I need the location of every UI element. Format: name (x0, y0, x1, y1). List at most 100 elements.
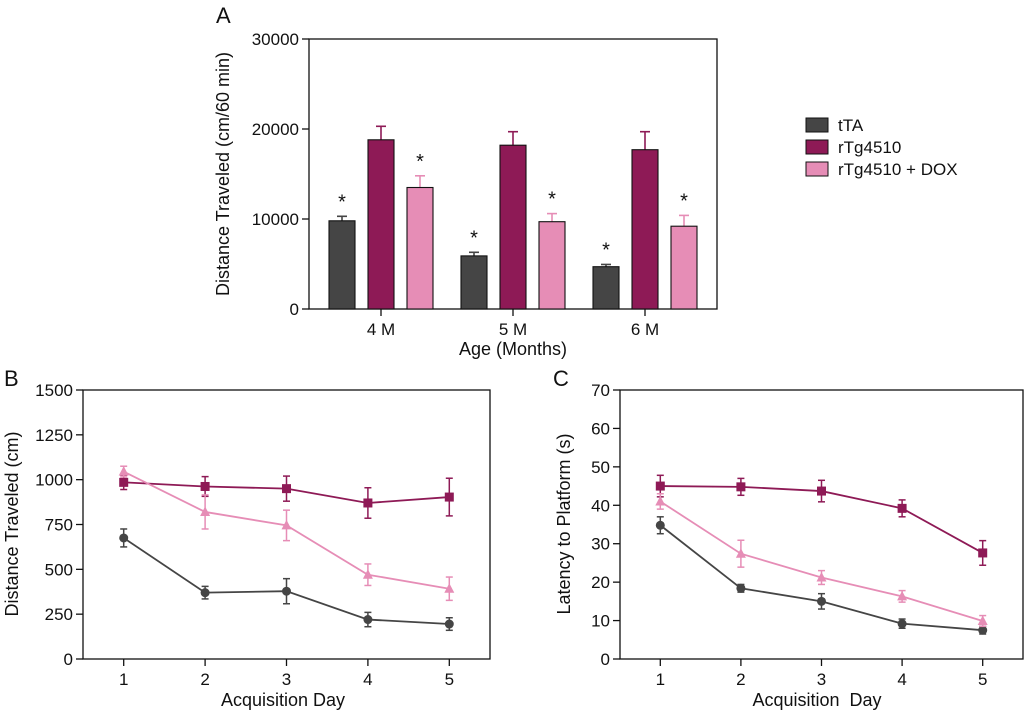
panel-c-plot-frame (619, 389, 1024, 660)
legend-label-tta: tTA (838, 116, 864, 135)
panel-a-x-tick-label: 6 M (631, 320, 659, 339)
panel-c-y-axis-label: Latency to Platform (s) (554, 433, 574, 614)
panel-c-point-rtg4510 (897, 503, 907, 513)
panel-b-point-rtg4510-dox (362, 569, 373, 579)
panel-c-point-tta (655, 520, 665, 530)
panel-b-point-tta (363, 615, 373, 625)
panel-a-significance-star: * (338, 191, 346, 213)
panel-c-point-tta (897, 619, 907, 629)
legend-swatch-rtg4510 (805, 139, 829, 155)
legend-label-rtg4510: rTg4510 (838, 138, 901, 157)
panel-a-significance-star: * (602, 239, 610, 261)
panel-a-y-tick-label: 20000 (252, 120, 299, 139)
panel-a-bar-rtg4510-dox-4-m (406, 186, 434, 310)
panel-c-x-tick-label: 5 (978, 670, 987, 689)
panel-b-point-rtg4510-dox (118, 466, 129, 476)
panel-c-marks: 0 10 20 30 40 50 60 70 1 2 3 4 5 (591, 381, 988, 689)
panel-b-point-rtg4510 (363, 498, 373, 508)
panel-letter-a: A (216, 3, 231, 28)
panel-c-point-tta (736, 583, 746, 593)
panel-c-point-rtg4510 (736, 482, 746, 492)
panel-b-point-rtg4510 (200, 481, 210, 491)
panel-b-marks: 0 250 500 750 1000 1250 1500 1 2 3 4 5 (35, 381, 455, 689)
panel-a-y-axis-label: Distance Traveled (cm/60 min) (213, 52, 233, 296)
panel-c-point-tta (978, 625, 988, 635)
panel-a-significance-star: * (416, 151, 424, 173)
panel-c-y-tick-label: 40 (591, 496, 610, 515)
panel-c-point-rtg4510-dox (816, 572, 827, 582)
panel-c-point-rtg4510-dox (897, 590, 908, 601)
panel-a-y-tick-label: 10000 (252, 210, 299, 229)
panel-c-y-tick-label: 0 (601, 650, 610, 669)
panel-b-y-axis-label: Distance Traveled (cm) (2, 431, 22, 616)
panel-a-y-tick-label: 30000 (252, 30, 299, 49)
panel-b-y-tick-label: 1000 (35, 471, 73, 490)
panel-b-x-tick-label: 5 (445, 670, 454, 689)
panel-b-point-tta (119, 533, 129, 543)
panel-c-point-rtg4510-dox (735, 548, 746, 558)
panel-c-point-rtg4510-dox (655, 495, 666, 506)
panel-b-point-rtg4510 (119, 477, 129, 487)
panel-a-x-tick-label: 4 M (367, 320, 395, 339)
panel-b-point-rtg4510 (444, 492, 454, 502)
panel-c-y-tick-label: 20 (591, 573, 610, 592)
panel-c-y-tick-label: 60 (591, 419, 610, 438)
panel-b-y-tick-label: 1500 (35, 381, 73, 400)
panel-b-y-tick-label: 1250 (35, 426, 73, 445)
panel-b-y-tick-label: 500 (45, 560, 73, 579)
panel-c-x-tick-label: 4 (897, 670, 906, 689)
panel-c-y-tick-label: 70 (591, 381, 610, 400)
panel-a-x-axis-label: Age (Months) (459, 339, 567, 359)
panel-c-y-tick-label: 10 (591, 612, 610, 631)
panel-c-y-tick-label: 30 (591, 535, 610, 554)
panel-a-bar-rtg4510-dox-5-m (538, 221, 566, 310)
panel-a-bar-rtg4510-6-m (631, 149, 659, 310)
panel-letter-c: C (553, 366, 569, 391)
panel-b-point-rtg4510 (282, 484, 291, 494)
panel-c-line-chart: 0 10 20 30 40 50 60 70 1 2 3 4 5 Acquisition Day Lat… (554, 381, 1024, 710)
panel-a-marks: 0 10000 20000 30000 4 M * * 5 M * * 6 M * * (252, 30, 698, 339)
panel-c-x-tick-label: 2 (736, 670, 745, 689)
panel-c-x-tick-label: 1 (656, 670, 665, 689)
legend: tTA rTg4510 rTg4510 + DOX (805, 116, 958, 179)
panel-a-bar-rtg4510-dox-6-m (670, 225, 698, 310)
panel-b-x-tick-label: 4 (363, 670, 372, 689)
panel-b-x-tick-label: 1 (119, 670, 128, 689)
panel-a-bar-chart: 0 10000 20000 30000 4 M * * 5 M * * 6 M * * Age (Mon… (213, 30, 718, 359)
panel-b-x-axis-label: Acquisition Day (221, 690, 345, 710)
panel-c-x-tick-label: 3 (817, 670, 826, 689)
panel-b-y-tick-label: 750 (45, 516, 73, 535)
panel-a-bar-tta-4-m (328, 220, 356, 310)
panel-b-point-tta (282, 586, 291, 596)
panel-b-x-tick-label: 2 (200, 670, 209, 689)
panel-b-point-tta (200, 588, 210, 598)
panel-b-y-tick-label: 250 (45, 605, 73, 624)
panel-a-significance-star: * (548, 189, 556, 211)
panel-c-point-rtg4510-dox (977, 615, 988, 625)
panel-letter-b: B (4, 366, 19, 391)
panel-c-point-rtg4510 (978, 548, 988, 558)
panel-b-line-chart: 0 250 500 750 1000 1250 1500 1 2 3 4 5 Acquisition … (2, 381, 491, 710)
panel-a-significance-star: * (470, 227, 478, 249)
panel-a-significance-star: * (680, 190, 688, 212)
legend-label-rtg4510-dox: rTg4510 + DOX (838, 160, 958, 179)
panel-b-point-rtg4510-dox (444, 583, 455, 593)
legend-swatch-rtg4510-dox (805, 161, 829, 177)
legend-swatch-tta (805, 117, 829, 133)
panel-b-point-rtg4510-dox (281, 519, 292, 530)
panel-b-y-tick-label: 0 (64, 650, 73, 669)
panel-c-y-tick-label: 50 (591, 458, 610, 477)
panel-c-point-rtg4510 (655, 481, 665, 491)
panel-c-point-rtg4510 (817, 486, 826, 496)
panel-b-x-tick-label: 3 (282, 670, 291, 689)
panel-b-point-tta (444, 619, 454, 629)
panel-a-bar-rtg4510-5-m (499, 144, 527, 310)
panel-a-x-tick-label: 5 M (499, 320, 527, 339)
panel-c-point-tta (817, 596, 826, 606)
panel-a-bar-tta-6-m (592, 266, 620, 310)
panel-b-point-rtg4510-dox (200, 506, 211, 516)
panel-a-bar-rtg4510-4-m (367, 139, 395, 310)
panel-a-bar-tta-5-m (460, 255, 488, 310)
panel-c-x-axis-label: Acquisition Day (752, 690, 881, 710)
